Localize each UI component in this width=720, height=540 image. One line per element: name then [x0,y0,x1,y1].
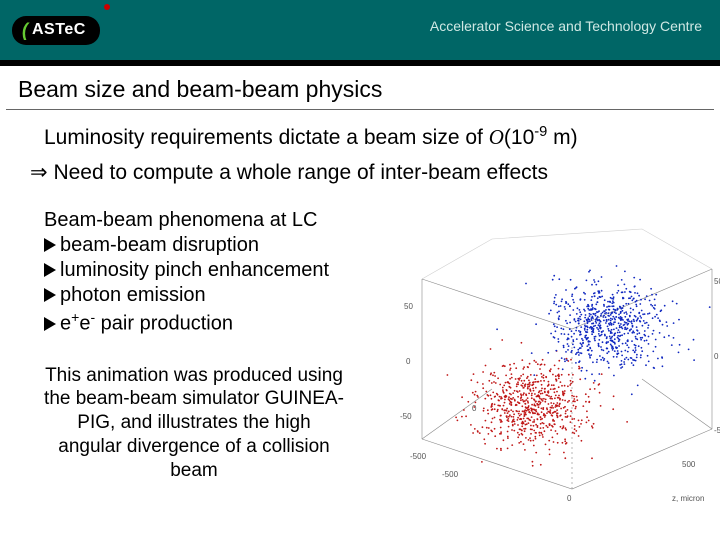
bullet-text: luminosity pinch enhancement [60,259,329,281]
logo-text: ASTeC [32,21,86,39]
tick: 0 [406,357,411,366]
ee-rest: pair production [95,313,233,335]
bullet-icon [44,317,56,331]
slide-title: Beam size and beam-beam physics [0,66,720,109]
header-bar: ( ASTeC Accelerator Science and Technolo… [0,0,720,60]
scatter-svg: -500 0 500 -500 0 -500 0 500 -50 0 50 z,… [382,209,720,509]
bullet-text: beam-beam disruption [60,234,259,256]
bullet-item: beam-beam disruption [44,234,374,257]
axis-back-right [642,379,712,429]
tick: -500 [714,426,720,435]
tick: 50 [404,302,413,311]
ee-e1: e [60,313,71,335]
bullet-icon [44,238,56,252]
phenomena-title: Beam-beam phenomena at LC [44,209,374,232]
line1-pre: Luminosity requirements dictate a beam s… [44,126,489,149]
axis-back-left [422,389,492,439]
axis-top-front [422,269,712,329]
tick: 500 [714,277,720,286]
cluster-red [447,339,629,467]
luminosity-line: Luminosity requirements dictate a beam s… [44,124,692,150]
ee-e2: e [79,313,90,335]
tick-labels: -500 0 500 -500 0 -500 0 500 -50 0 50 z,… [400,277,720,503]
line1-close: m) [547,126,577,149]
line1-bigO: O [489,125,504,149]
tick: -50 [400,412,412,421]
line1-open: (10 [504,126,534,149]
logo-badge: ( ASTeC [12,16,100,45]
line2-text: Need to compute a whole range of inter-b… [48,161,548,184]
bullet-text: photon emission [60,284,206,306]
tick: 500 [682,460,696,469]
arrow-icon: ⇒ [30,160,48,184]
tick: -500 [442,470,459,479]
axis-front [422,429,712,489]
bullet-icon [44,263,56,277]
bullet-icon [44,288,56,302]
tick: 0 [567,494,572,503]
tick: 0 [714,352,719,361]
scatter-plot: -500 0 500 -500 0 -500 0 500 -50 0 50 z,… [382,209,720,509]
cluster-blue [496,265,710,395]
x-axis-label: z, micron [672,494,704,503]
line1-exp: -9 [534,124,547,140]
animation-caption: This animation was produced using the be… [44,364,344,483]
slide-content: Luminosity requirements dictate a beam s… [0,124,720,509]
tick: -500 [410,452,427,461]
logo-swoosh-icon: ( [22,20,28,41]
left-column: Beam-beam phenomena at LC beam-beam disr… [44,209,374,509]
header-tagline: Accelerator Science and Technology Centr… [430,18,702,34]
bullet-item: e+e- pair production [44,309,374,336]
title-underline [6,109,714,110]
tick: 0 [472,404,477,413]
red-dot-icon [104,4,110,10]
bullet-item: photon emission [44,284,374,307]
axis-top-back [422,229,712,279]
bullet-item: luminosity pinch enhancement [44,259,374,282]
need-line: ⇒ Need to compute a whole range of inter… [30,160,692,185]
